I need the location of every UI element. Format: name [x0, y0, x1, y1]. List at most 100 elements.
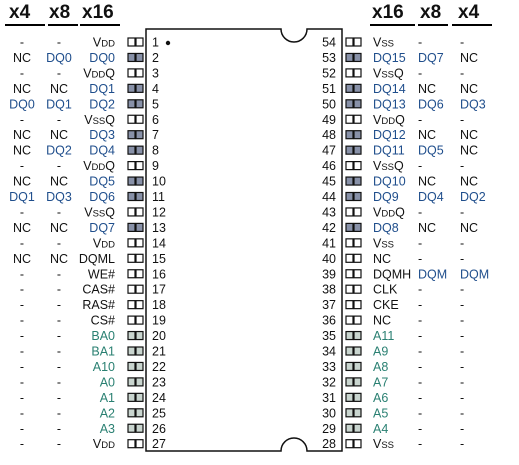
pin-x8-label: -	[57, 159, 61, 173]
pin-x16-label: VSSQ	[84, 205, 115, 219]
pin-x4-label: DQ1	[9, 190, 35, 204]
pin-x8-label: DQM	[418, 267, 447, 281]
pin-x4-label: -	[20, 159, 24, 173]
pin-pad	[345, 300, 362, 310]
pin-x8-label: -	[57, 345, 61, 359]
pin-pad	[345, 99, 362, 109]
pin-x8-label: -	[57, 391, 61, 405]
pin-x4-label: NC	[13, 51, 31, 65]
pin-x8-label: DQ1	[46, 97, 72, 111]
pin-x16-label: VSSQ	[84, 113, 115, 127]
pin-x16-label: DQ9	[373, 190, 399, 204]
pin-number: 22	[152, 360, 166, 374]
pin-pad	[127, 68, 144, 78]
pin-number: 27	[152, 437, 166, 451]
pin-pad	[345, 284, 362, 294]
pin-x4-label: -	[460, 113, 464, 127]
pin-x16-label: VDDQ	[83, 159, 115, 173]
pin-x8-label: NC	[50, 175, 68, 189]
header-left-x16: x16	[82, 2, 114, 23]
pin-number: 4	[152, 82, 159, 96]
pin-x16-label: A6	[373, 391, 388, 405]
pin-pad	[345, 68, 362, 78]
pin-x4-label: NC	[460, 51, 478, 65]
pin-x16-label: RAS#	[82, 298, 115, 312]
pin-x8-label: -	[57, 267, 61, 281]
pin-number: 35	[322, 329, 336, 343]
pin1-indicator-dot	[165, 40, 171, 46]
pin-x16-label: VSSQ	[373, 66, 404, 80]
pin-pad	[127, 99, 144, 109]
pin-x4-label: NC	[460, 128, 478, 142]
pin-number: 48	[322, 128, 336, 142]
pin-number: 29	[322, 422, 336, 436]
pin-x4-label: -	[20, 113, 24, 127]
pin-number: 52	[322, 66, 336, 80]
header-right-x4: x4	[458, 2, 480, 23]
pin-pad	[345, 439, 362, 449]
pin-number: 6	[152, 113, 159, 127]
pin-pad	[127, 346, 144, 356]
pin-x8-label: NC	[50, 82, 68, 96]
pin-pad	[127, 37, 144, 47]
pin-x8-label: -	[418, 375, 422, 389]
pin-x4-label: NC	[460, 221, 478, 235]
pin-x4-label: -	[20, 375, 24, 389]
pin-pad	[127, 408, 144, 418]
pin-x8-label: DQ6	[418, 97, 444, 111]
pin-pad	[127, 52, 144, 63]
pin-x8-label: -	[418, 36, 422, 50]
pin-x16-label: A2	[100, 406, 115, 420]
pin-number: 26	[152, 422, 166, 436]
pin-x16-label: CAS#	[82, 283, 115, 297]
pin-x8-label: NC	[50, 221, 68, 235]
pin-number: 32	[322, 375, 336, 389]
pin-pad	[345, 238, 362, 248]
pin-number: 38	[322, 283, 336, 297]
pin-x16-label: A5	[373, 406, 388, 420]
pin-x4-label: -	[460, 66, 464, 80]
pin-number: 23	[152, 375, 166, 389]
pin-x4-label: -	[460, 314, 464, 328]
pin-x16-label: A3	[100, 422, 115, 436]
pin-pad	[127, 176, 144, 186]
pin-pad	[345, 83, 362, 93]
pin-x4-label: NC	[13, 252, 31, 266]
pin-number: 9	[152, 159, 159, 173]
pin-number: 13	[152, 221, 166, 235]
header-rule	[80, 24, 120, 26]
pin-x8-label: -	[57, 422, 61, 436]
pin-number: 19	[152, 314, 166, 328]
pin-pad	[127, 300, 144, 310]
pin-x4-label: DQ3	[460, 97, 486, 111]
pin-x8-label: -	[418, 329, 422, 343]
pin-number: 37	[322, 298, 336, 312]
pin-x8-label: -	[57, 437, 61, 451]
pin-x4-label: -	[460, 236, 464, 250]
pin-pad	[345, 52, 362, 63]
pin-pad	[127, 361, 144, 372]
pin-pad	[127, 315, 144, 325]
pin-pad	[345, 377, 362, 387]
pin-pad	[127, 423, 144, 433]
pin-number: 40	[322, 252, 336, 266]
pin-x16-label: VDDQ	[373, 205, 405, 219]
pin-x16-label: DQ4	[89, 144, 115, 158]
pin-x16-label: DQ14	[373, 82, 406, 96]
pin-x16-label: VSSQ	[373, 159, 404, 173]
pin-x4-label: -	[460, 252, 464, 266]
pin-x8-label: DQ7	[418, 51, 444, 65]
pin-pad	[345, 161, 362, 171]
pin-number: 44	[322, 190, 336, 204]
pin-pad	[127, 207, 144, 217]
pin-number: 21	[152, 345, 166, 359]
pin-number: 12	[152, 205, 166, 219]
pin-pad	[127, 222, 144, 232]
pin-x8-label: NC	[418, 82, 436, 96]
pin-x8-label: -	[418, 298, 422, 312]
pin-x4-label: -	[20, 283, 24, 297]
pin-x8-label: -	[57, 36, 61, 50]
pin-x16-label: BA1	[91, 345, 115, 359]
pin-x16-label: DQ2	[89, 97, 115, 111]
